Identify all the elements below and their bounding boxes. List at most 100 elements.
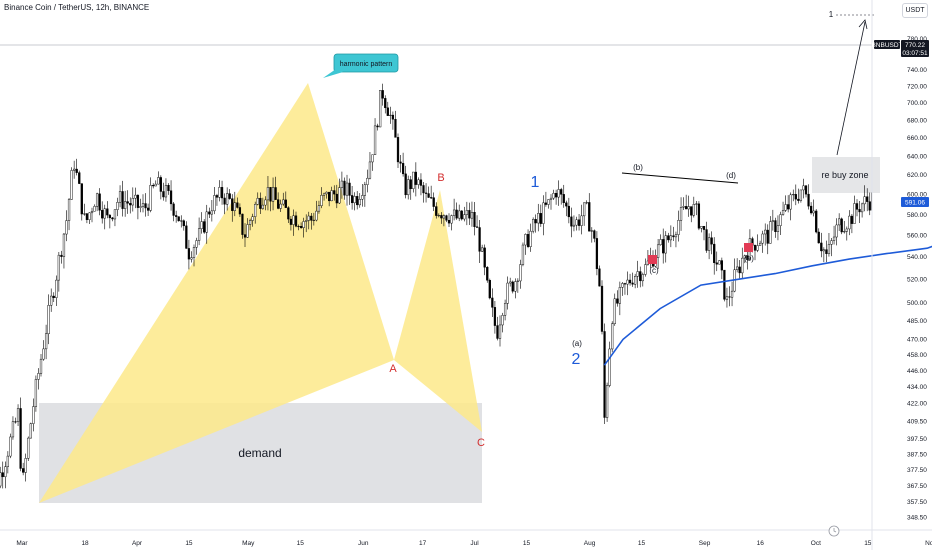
candle (776, 215, 780, 241)
candle (70, 167, 73, 200)
candle (121, 180, 124, 217)
candle (11, 416, 15, 440)
candle (371, 154, 374, 171)
candle (639, 266, 642, 288)
candle (692, 196, 695, 218)
candle (368, 152, 372, 180)
candle (549, 194, 553, 210)
candle (236, 197, 239, 209)
candle (598, 265, 601, 287)
candle (305, 214, 308, 233)
x-tick-label: 15 (185, 540, 193, 547)
candle (39, 353, 43, 377)
candle (4, 461, 7, 489)
candle (636, 260, 639, 288)
candle (430, 185, 433, 200)
candle (697, 201, 701, 231)
candle (379, 90, 382, 128)
candle (756, 234, 759, 253)
candle (679, 197, 683, 231)
y-tick-label: 446.00 (907, 368, 927, 375)
candle (685, 194, 688, 210)
candle (412, 171, 415, 193)
candle (348, 178, 351, 205)
candle (820, 232, 823, 258)
candle (700, 225, 703, 233)
candle (845, 226, 848, 241)
candle (363, 181, 366, 207)
candle (312, 212, 315, 226)
candle (213, 187, 216, 215)
timezone-icon[interactable] (828, 525, 840, 537)
candle (483, 244, 486, 276)
candle (399, 155, 402, 173)
x-tick-label: Apr (132, 540, 143, 547)
candle (277, 192, 280, 210)
candle (55, 275, 58, 306)
candle (611, 321, 614, 353)
candle (570, 207, 573, 238)
candle (758, 240, 762, 246)
candle (384, 95, 387, 114)
wave-e: (e) (744, 254, 754, 263)
x-tick-label: Mar (16, 540, 28, 547)
y-tick-label: 740.00 (907, 67, 927, 74)
candle (129, 197, 132, 214)
candle (560, 187, 563, 205)
candle (432, 192, 435, 212)
candle (223, 193, 226, 215)
candle (473, 201, 476, 236)
currency-button[interactable]: USDT (902, 3, 928, 18)
candle (458, 204, 461, 222)
candle (215, 193, 219, 206)
candle (787, 195, 790, 213)
y-tick-label: 387.50 (907, 451, 927, 458)
candle (167, 183, 170, 195)
harmonic-triangle-bcd (394, 190, 482, 432)
candle (328, 191, 331, 207)
candle (320, 187, 323, 209)
candle (241, 213, 244, 239)
x-tick-label: Oct (811, 540, 821, 547)
candle (562, 184, 565, 208)
candle (60, 250, 63, 264)
candle (728, 286, 731, 307)
rebuy-zone (812, 157, 880, 193)
candle (481, 244, 484, 253)
candle (401, 152, 405, 177)
candle (514, 278, 517, 299)
candle (386, 101, 389, 116)
harmonic-triangle-xab (39, 83, 394, 503)
ema-price-tag: 591.06 (901, 197, 929, 207)
candle (315, 200, 318, 222)
y-tick-label: 485.00 (907, 318, 927, 325)
candle (271, 177, 275, 211)
candle (95, 192, 99, 212)
candle (50, 288, 53, 312)
candle (192, 244, 196, 267)
candle (88, 212, 91, 225)
candle (172, 201, 175, 222)
candle (501, 312, 504, 333)
candle (243, 223, 247, 248)
candle (333, 185, 336, 201)
candle (588, 193, 591, 232)
candle (534, 214, 537, 233)
chart-title: Binance Coin / TetherUS, 12h, BINANCE (4, 3, 150, 12)
candle (381, 83, 384, 106)
candle (226, 187, 229, 211)
label-c: C (477, 437, 485, 449)
candle (136, 194, 140, 220)
candle (146, 203, 150, 216)
candle (124, 190, 127, 217)
candle (131, 187, 134, 212)
candle (162, 182, 165, 201)
candle (284, 191, 287, 208)
wave-d: (d) (726, 171, 736, 180)
candle (116, 197, 119, 217)
candle (733, 258, 736, 293)
candle (445, 214, 448, 223)
candle (246, 218, 249, 238)
candle (254, 201, 257, 224)
